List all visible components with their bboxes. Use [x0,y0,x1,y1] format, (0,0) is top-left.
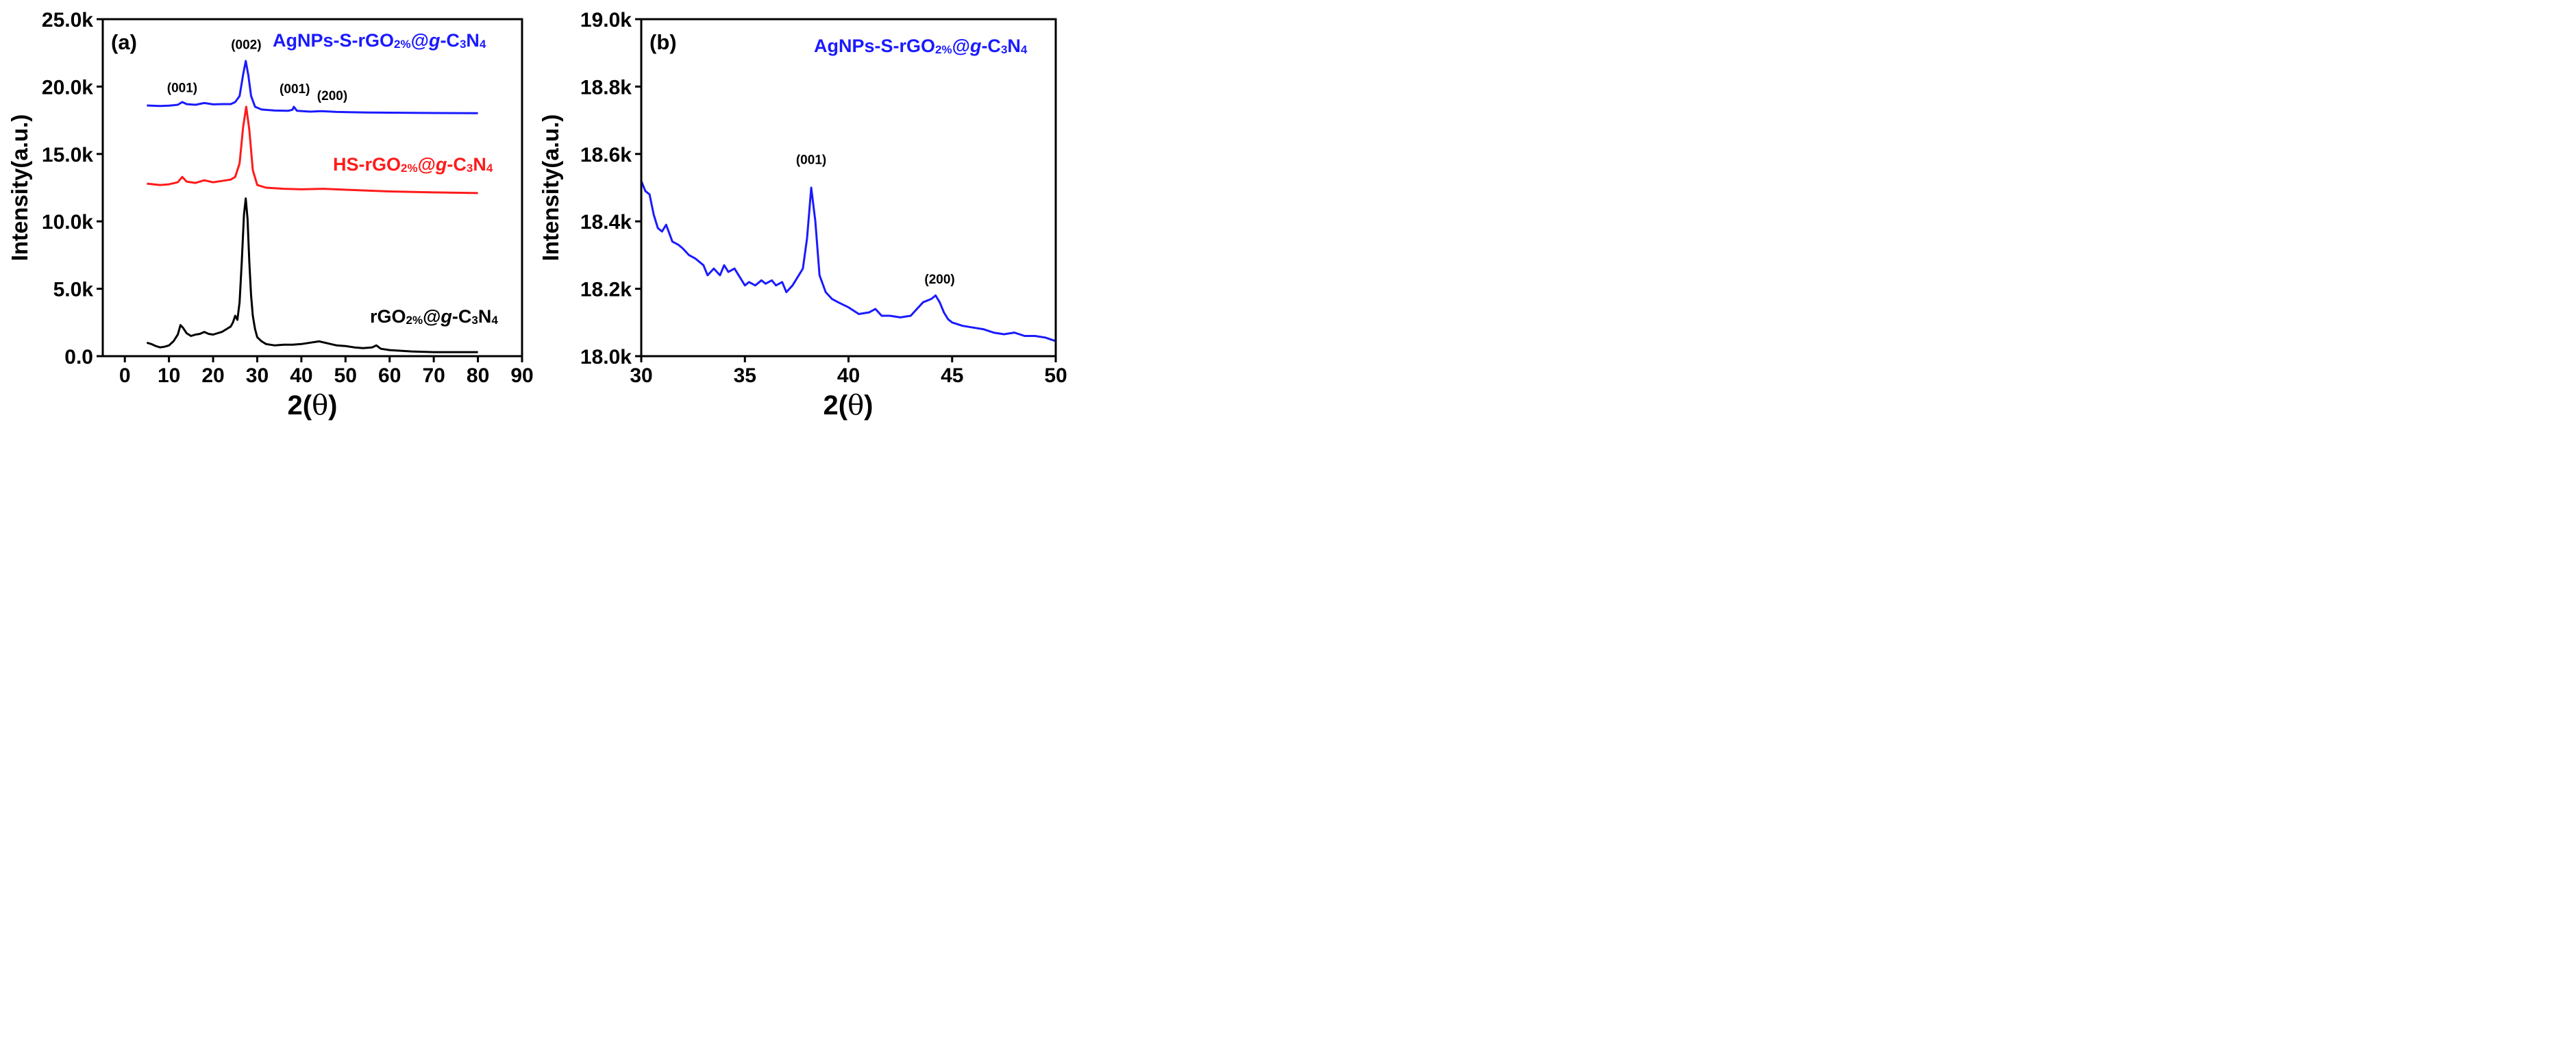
legend-subscript: 3 [471,314,478,327]
panel-b-x-tick-label: 50 [1044,364,1067,387]
panel-a-x-tick-label: 20 [201,364,224,387]
panel-a-peak-label: (200) [317,89,347,103]
legend-text: g [428,30,441,51]
panel-b-y-tick-label: 18.6k [580,144,632,166]
x-axis-label-theta: θ [847,390,864,421]
legend-agnps-s-rgo-a: AgNPs-S-rGO2%@g-C3N4 [273,30,486,51]
panel-a-x-tick-label: 60 [378,364,401,387]
legend-text: -C [440,30,460,51]
panel-b-peak-label: (200) [924,273,954,287]
panel-a-y-tick-label: 10.0k [42,211,93,234]
panel-b-x-tick-label: 35 [734,364,756,387]
legend-text: @ [423,306,441,327]
legend-subscript: 2% [406,314,423,327]
panel-a-y-axis-label: Intensity(a.u.) [7,114,32,262]
panel-a-series [146,60,478,353]
panel-b-y-tick-label: 18.2k [580,279,632,301]
panel-a-y-tick-label: 15.0k [42,144,93,166]
panel-a-y-tick-label: 0.0 [64,346,93,368]
legend-subscript: 4 [480,38,486,51]
legend-subscript: 2% [935,43,952,56]
panel-a-x-axis-label: 2(θ) [288,390,338,421]
x-axis-label-part: ) [328,390,337,421]
legend-text: N [473,154,486,175]
panel-a-x-tick-label: 50 [334,364,357,387]
panel-b-y-axis-label: Intensity(a.u.) [538,114,563,262]
legend-text: g [440,306,452,327]
panel-a-peak-annotations: (001) (002) (001) (200) [167,38,347,103]
panel-b-series [640,180,1056,342]
panel-b-x-ticks: 30 35 40 45 50 [630,356,1067,387]
x-axis-label-theta: θ [312,390,328,421]
panel-a-y-tick-label: 20.0k [42,76,93,99]
panel-b-y-tick-label: 18.8k [580,76,632,99]
legend-subscript: 3 [1001,43,1007,56]
legend-subscript: 4 [491,314,498,327]
legend-text: g [435,154,447,175]
chart-panel-b: 30 35 40 45 50 18.0k 18.2k 18.4k 18.6k 18.8k 19.0… [538,9,1067,421]
legend-text: N [478,306,492,327]
legend-subscript: 4 [486,162,493,175]
panel-a-label: (a) [111,30,137,54]
legend-subscript: 2% [401,162,418,175]
legend-text: AgNPs-S-rGO [273,30,394,51]
panel-b-label: (b) [649,30,677,54]
legend-rgo-a: rGO2%@g-C3N4 [370,306,498,327]
legend-text: -C [452,306,472,327]
legend-subscript: 2% [394,38,411,51]
panel-a-x-tick-label: 10 [158,364,180,387]
panel-b-x-tick-label: 45 [941,364,963,387]
x-axis-label-part: ) [864,390,873,421]
x-axis-label-part: 2( [288,390,312,421]
panel-a-series-line-1 [147,105,478,195]
panel-b-y-tick-label: 19.0k [580,9,632,32]
legend-text: N [1007,36,1021,56]
legend-text: @ [952,36,970,56]
legend-subscript: 3 [460,38,466,51]
panel-b-y-tick-label: 18.0k [580,346,632,368]
panel-b-y-ticks: 18.0k 18.2k 18.4k 18.6k 18.8k 19.0k [580,9,641,368]
panel-a-x-tick-label: 80 [467,364,489,387]
legend-text: HS-rGO [333,154,401,175]
panel-a-x-ticks: 0 10 20 30 40 50 60 70 80 90 [119,356,534,387]
legend-agnps-s-rgo-b: AgNPs-S-rGO2%@g-C3N4 [814,36,1028,56]
panel-b-x-tick-label: 40 [837,364,860,387]
legend-subscript: 4 [1021,43,1028,56]
legend-text: -C [981,36,1001,56]
panel-b-y-tick-label: 18.4k [580,211,632,234]
panel-a-y-ticks: 0.0 5.0k 10.0k 15.0k 20.0k 25.0k [42,9,103,368]
legend-text: @ [411,30,429,51]
panel-a-x-tick-label: 70 [422,364,445,387]
panel-a-series-line-0 [147,60,478,114]
panel-b-plot-frame [640,18,1057,358]
legend-text: @ [418,154,436,175]
panel-a-x-tick-label: 40 [290,364,312,387]
panel-a-y-tick-label: 25.0k [42,9,93,32]
legend-text: AgNPs-S-rGO [814,36,935,56]
panel-a-peak-label: (002) [231,38,261,52]
legend-hs-rgo-a: HS-rGO2%@g-C3N4 [333,154,493,175]
panel-a-peak-label: (001) [167,81,197,95]
chart-panel-a: 0 10 20 30 40 50 60 70 80 90 0.0 5.0k 10.0k 15.0k 20.… [7,9,534,421]
panel-a-y-tick-label: 5.0k [53,279,94,301]
legend-text: -C [447,154,467,175]
panel-b-series-line-0 [640,180,1056,342]
legend-subscript: 3 [467,162,473,175]
panel-a-series-line-2 [146,197,478,353]
panel-a-peak-label: (001) [280,82,310,97]
panel-a-plot-frame [101,18,523,358]
legend-text: g [969,36,982,56]
panel-b-peak-annotations: (001) (200) [796,153,955,288]
panel-a-x-tick-label: 90 [510,364,533,387]
panel-a-x-tick-label: 30 [246,364,269,387]
panel-b-peak-label: (001) [796,153,826,168]
legend-text: N [466,30,480,51]
panel-b-x-tick-label: 30 [630,364,652,387]
xrd-figure: 0 10 20 30 40 50 60 70 80 90 0.0 5.0k 10.0k 15.0k 20.… [7,9,1067,421]
panel-a-x-tick-label: 0 [119,364,131,387]
panel-b-x-axis-label: 2(θ) [823,390,874,421]
legend-text: rGO [370,306,406,327]
x-axis-label-part: 2( [823,390,848,421]
